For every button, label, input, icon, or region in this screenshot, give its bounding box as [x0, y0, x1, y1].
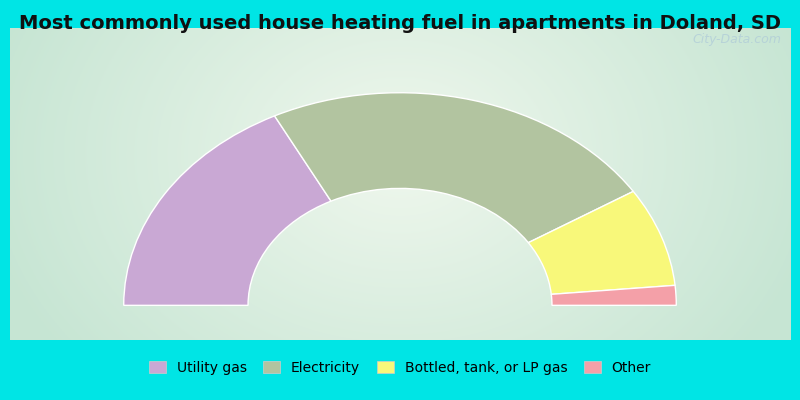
- Legend: Utility gas, Electricity, Bottled, tank, or LP gas, Other: Utility gas, Electricity, Bottled, tank,…: [149, 361, 651, 375]
- Wedge shape: [551, 285, 676, 305]
- Wedge shape: [274, 93, 634, 243]
- Text: City-Data.com: City-Data.com: [693, 33, 782, 46]
- Text: Most commonly used house heating fuel in apartments in Doland, SD: Most commonly used house heating fuel in…: [19, 14, 781, 33]
- Wedge shape: [124, 116, 331, 305]
- Wedge shape: [528, 192, 675, 294]
